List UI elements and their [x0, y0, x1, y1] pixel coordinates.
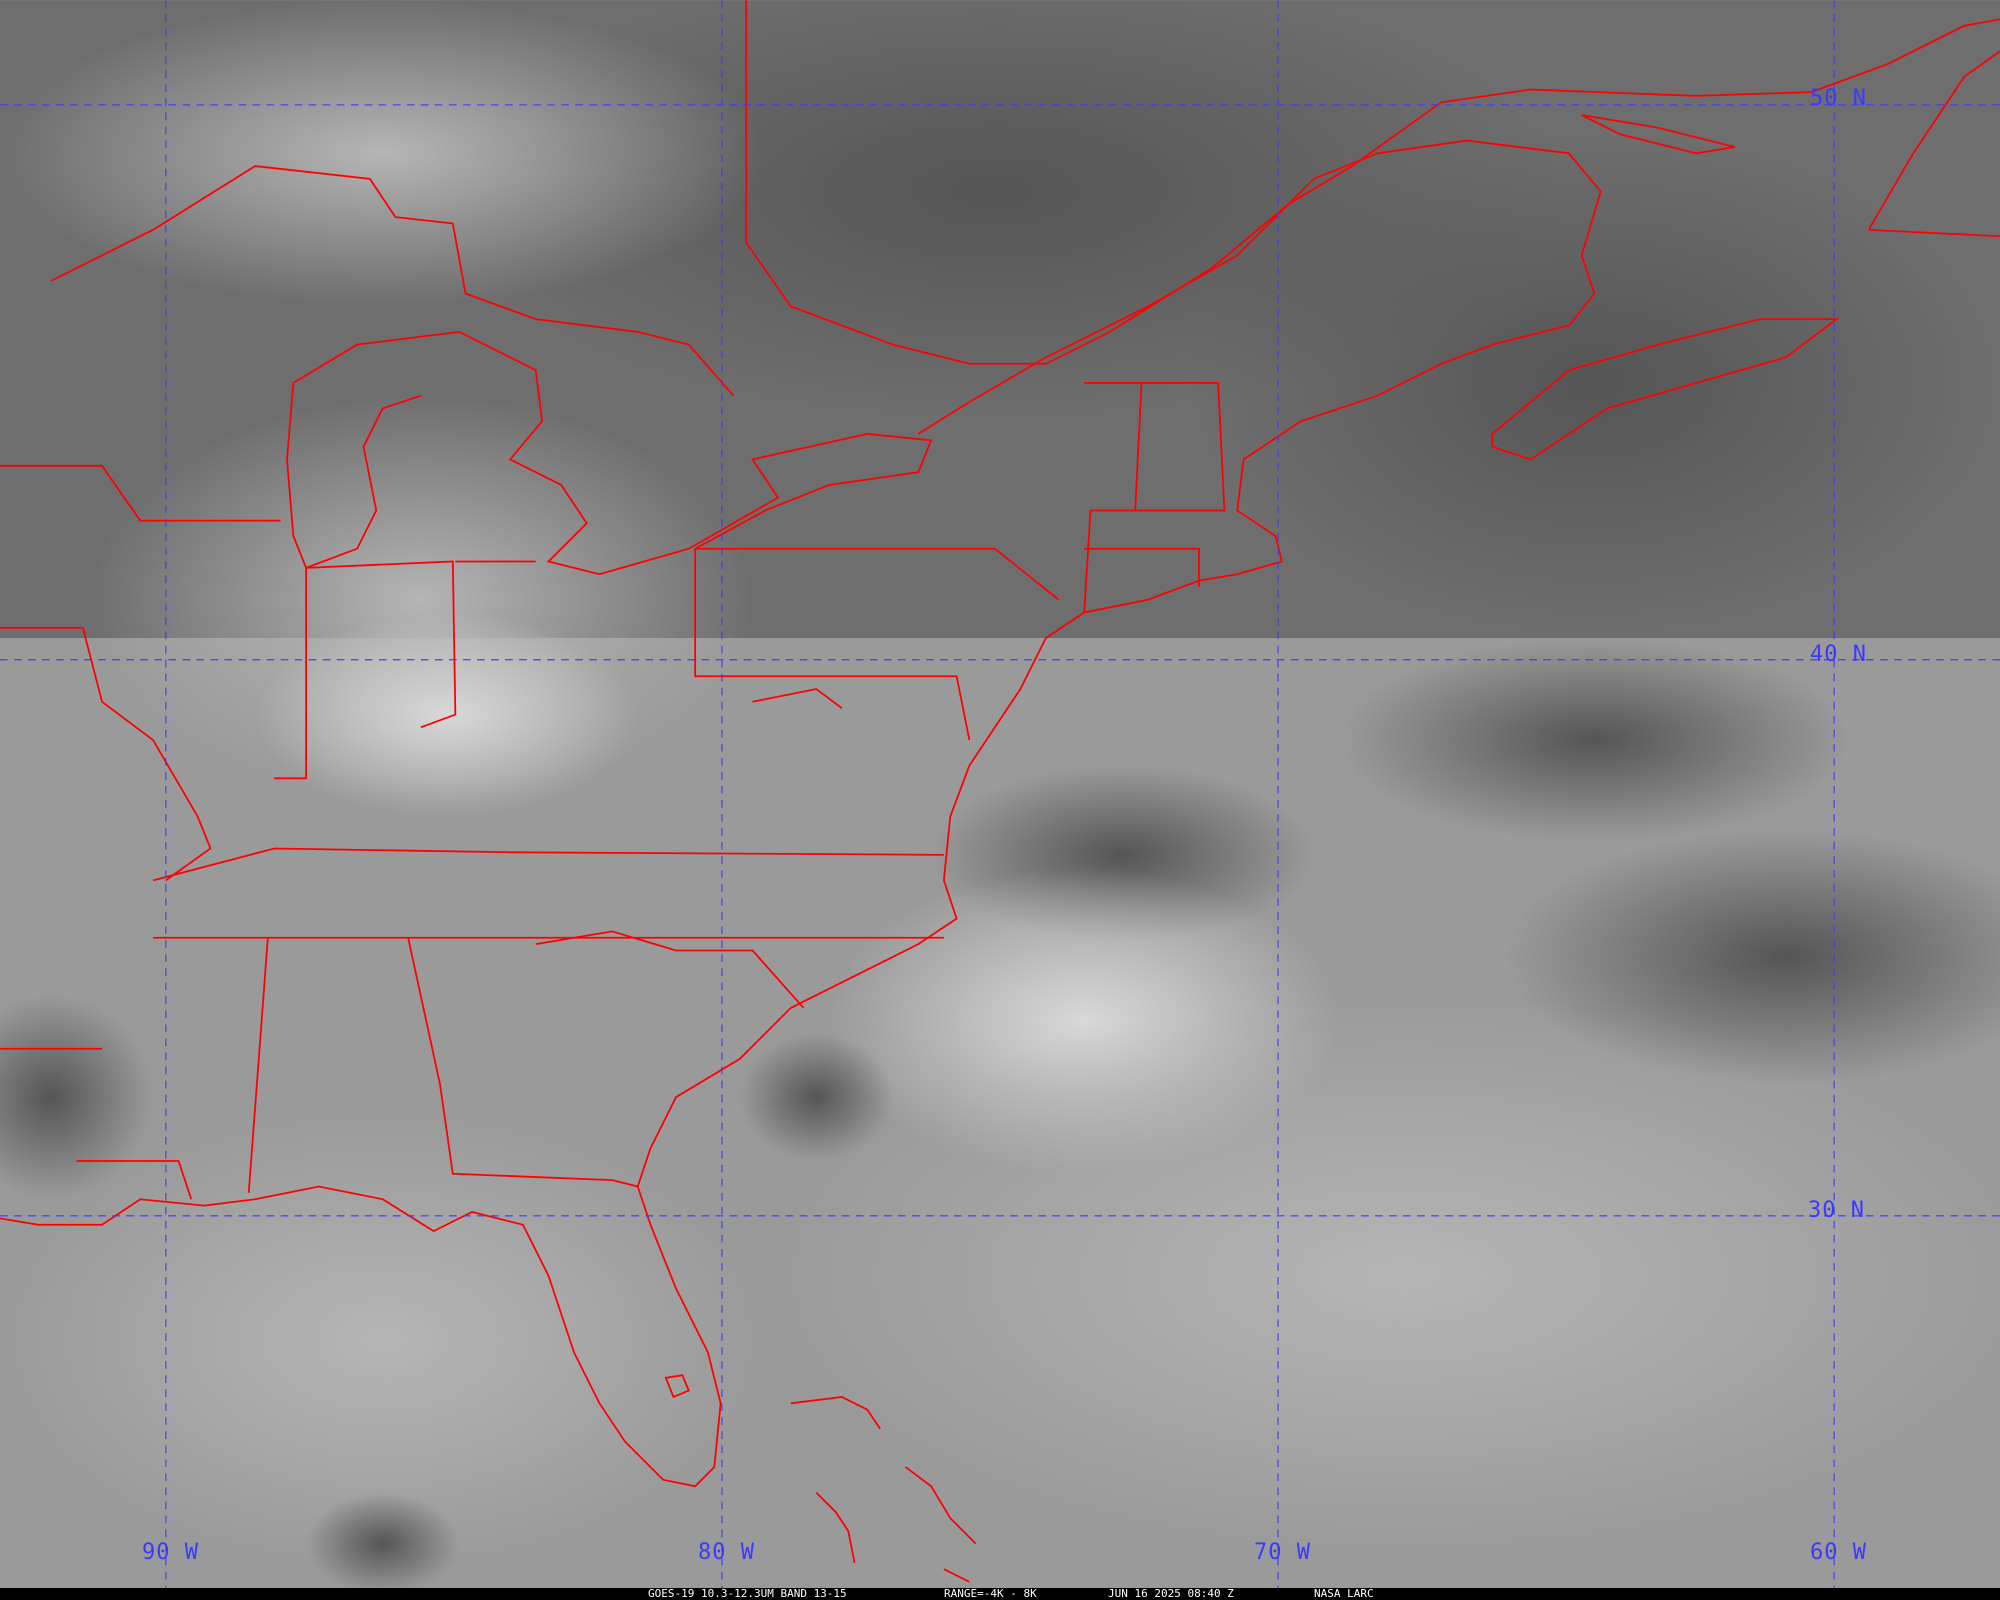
caption-bar: GOES-19 10.3-12.3UM BAND 13-15 RANGE=-4K…	[0, 1588, 2000, 1600]
great-lakes-coast	[50, 165, 933, 576]
lon-label-70w: 70 W	[1254, 1540, 1311, 1565]
anticosti	[1581, 114, 1735, 155]
lake-okeechobee	[664, 1374, 690, 1399]
lat-label-30n: 30 N	[1808, 1198, 1865, 1223]
newfoundland	[1867, 50, 2000, 238]
lon-label-80w: 80 W	[698, 1540, 755, 1565]
nova-scotia	[1491, 318, 1840, 461]
northeast-coast	[917, 139, 1602, 562]
east-coast	[0, 560, 1283, 1488]
lon-label-60w: 60 W	[1810, 1540, 1867, 1565]
caption-source: NASA LARC	[1314, 1587, 1374, 1600]
caption-product: GOES-19 10.3-12.3UM BAND 13-15	[648, 1587, 847, 1600]
state-lines	[0, 382, 1226, 1200]
caption-datetime: JUN 16 2025 08:40 Z	[1108, 1587, 1234, 1600]
lon-label-90w: 90 W	[142, 1540, 199, 1565]
caption-range: RANGE=-4K - 8K	[944, 1587, 1037, 1600]
lat-label-40n: 40 N	[1810, 642, 1867, 667]
lat-label-50n: 50 N	[1810, 86, 1867, 111]
bahamas	[790, 1396, 977, 1583]
